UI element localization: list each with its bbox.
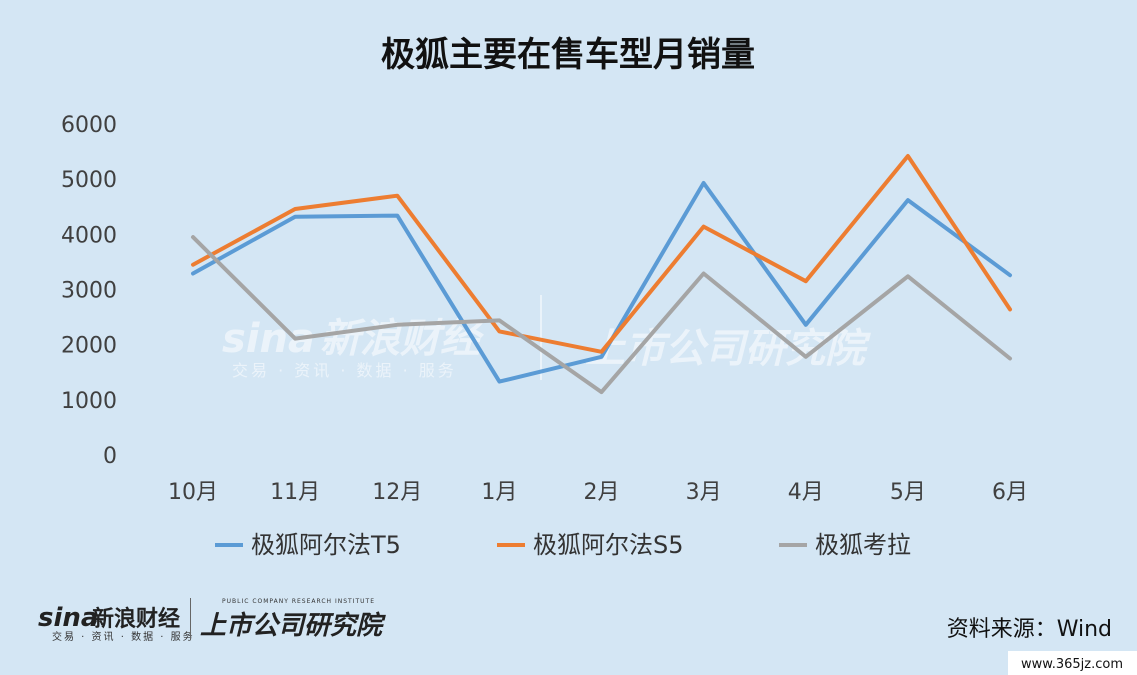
x-tick-label: 11月 (270, 480, 320, 505)
x-tick-label: 2月 (584, 480, 620, 505)
chart-title: 极狐主要在售车型月销量 (381, 35, 755, 75)
logo-institute-en-text: PUBLIC COMPANY RESEARCH INSTITUTE (222, 598, 375, 605)
x-tick-label: 10月 (168, 480, 218, 505)
legend-label-1: 极狐阿尔法S5 (533, 531, 684, 559)
y-axis: 0 1000 2000 3000 4000 5000 6000 (61, 113, 117, 469)
x-tick-label: 12月 (372, 480, 422, 505)
site-badge (1008, 651, 1137, 675)
logo-tagline-text: 交易 · 资讯 · 数据 · 服务 (52, 630, 195, 643)
center-watermark: sina 新浪财经 交易 · 资讯 · 数据 · 服务 上市公司研究院 (222, 295, 871, 380)
y-tick-label: 5000 (61, 168, 117, 193)
legend-label-0: 极狐阿尔法T5 (251, 531, 401, 559)
site-url: www.365jz.com (1021, 657, 1123, 672)
y-tick-label: 1000 (61, 389, 117, 414)
legend-label-2: 极狐考拉 (815, 531, 911, 559)
x-axis: 10月 11月 12月 1月 2月 3月 4月 5月 6月 (168, 480, 1028, 505)
y-tick-label: 6000 (61, 113, 117, 138)
watermark-tagline-text: 交易 · 资讯 · 数据 · 服务 (232, 361, 457, 380)
y-tick-label: 0 (103, 444, 117, 469)
x-tick-label: 3月 (686, 480, 722, 505)
legend: 极狐阿尔法T5 极狐阿尔法S5 极狐考拉 (215, 531, 911, 559)
series-line-0 (191, 181, 1012, 384)
series-lines (191, 154, 1012, 395)
series-line-1 (191, 154, 1012, 354)
watermark-institute-text: 上市公司研究院 (585, 326, 871, 372)
x-tick-label: 4月 (788, 480, 824, 505)
source-label: 资料来源：Wind (947, 617, 1112, 642)
y-tick-label: 3000 (61, 279, 117, 304)
logo-divider (190, 598, 191, 640)
logo-brand-text: 新浪财经 (92, 606, 180, 632)
x-tick-label: 6月 (992, 480, 1028, 505)
series-line-2 (191, 235, 1012, 395)
x-tick-label: 1月 (481, 480, 517, 505)
watermark-divider (540, 295, 542, 380)
y-tick-label: 4000 (61, 223, 117, 248)
x-tick-label: 5月 (890, 480, 926, 505)
bottom-logo: sina 新浪财经 交易 · 资讯 · 数据 · 服务 PUBLIC COMPA… (38, 598, 386, 643)
logo-sina-text: sina (38, 603, 98, 633)
y-tick-label: 2000 (61, 334, 117, 359)
logo-institute-text: 上市公司研究院 (200, 611, 386, 641)
